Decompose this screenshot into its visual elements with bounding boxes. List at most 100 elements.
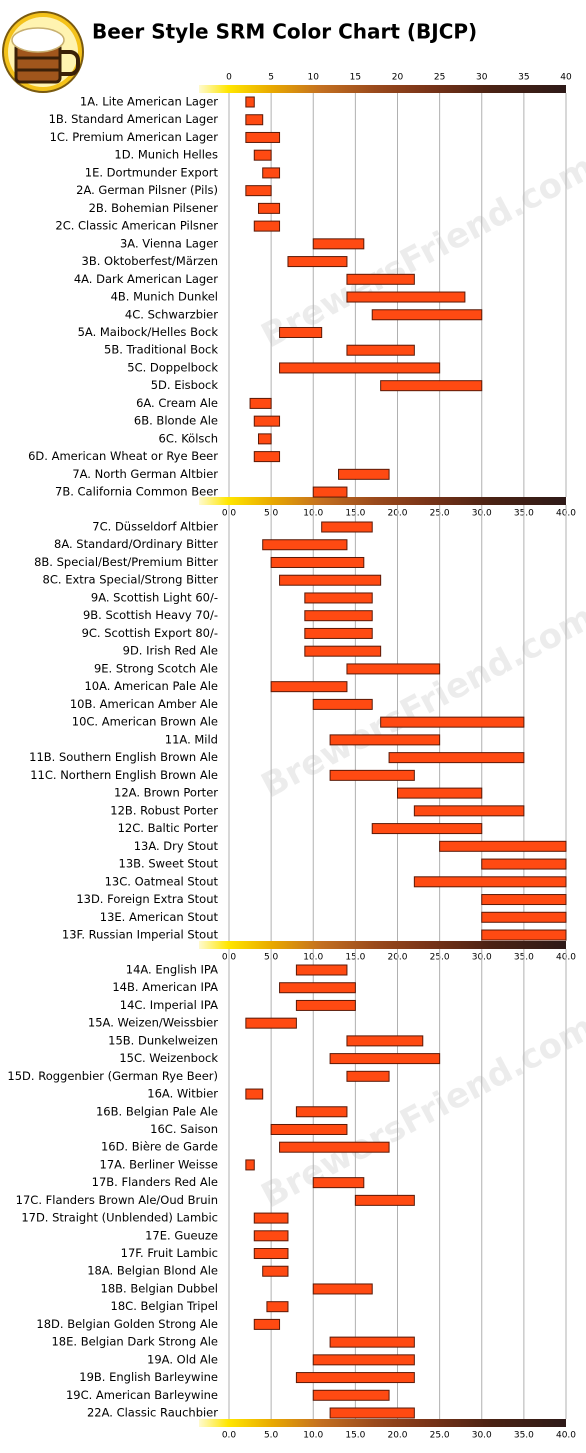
x-tick-label: 35.0 (514, 1431, 534, 1441)
color-scale (199, 85, 566, 93)
category-label: 8A. Standard/Ordinary Bitter (54, 537, 218, 551)
range-bar (245, 185, 272, 197)
color-scale (199, 941, 566, 949)
range-bar (388, 752, 525, 764)
category-label: 16D. Bière de Garde (101, 1140, 218, 1154)
category-label: 9E. Strong Scotch Ale (94, 661, 218, 675)
category-label: 19A. Old Ale (147, 1352, 218, 1366)
range-bar (245, 131, 281, 143)
category-label: 1D. Munich Helles (114, 148, 218, 162)
x-tick-label: 30 (476, 73, 488, 83)
range-bar (481, 894, 567, 906)
range-bar (346, 273, 415, 285)
range-bar (262, 539, 348, 551)
category-label: 3A. Vienna Lager (120, 236, 218, 250)
range-bar (346, 1070, 390, 1082)
range-bar (304, 645, 382, 657)
category-label: 10B. American Amber Ale (70, 697, 218, 711)
category-label: 5D. Eisbock (151, 378, 219, 392)
category-label: 1E. Dortmunder Export (85, 165, 219, 179)
logo (2, 11, 84, 93)
category-label: 3B. Oktoberfest/Märzen (82, 254, 218, 268)
category-label: 6A. Cream Ale (136, 396, 218, 410)
range-bar (266, 1301, 289, 1313)
category-label: 14A. English IPA (126, 963, 218, 977)
category-label: 13A. Dry Stout (134, 839, 219, 853)
range-bar (295, 1106, 348, 1118)
x-tick-label: 5 (268, 73, 274, 83)
category-label: 18C. Belgian Tripel (111, 1299, 218, 1313)
category-label: 15B. Dunkelweizen (108, 1033, 218, 1047)
range-bar (312, 1177, 365, 1189)
x-tick-label: 40 (560, 73, 572, 83)
category-label: 9A. Scottish Light 60/- (91, 590, 218, 604)
x-tick-label: 25 (434, 73, 445, 83)
x-tick-label: 10 (308, 73, 320, 83)
range-bar (338, 468, 390, 480)
category-label: 13E. American Stout (100, 910, 219, 924)
x-tick-label: 0.0 (222, 1431, 237, 1441)
category-label: 12A. Brown Porter (114, 786, 218, 800)
category-label: 18D. Belgian Golden Strong Ale (36, 1317, 218, 1331)
category-label: 11B. Southern English Brown Ale (29, 750, 218, 764)
category-label: 8C. Extra Special/Strong Bitter (43, 573, 219, 587)
color-scale (199, 497, 566, 505)
range-bar (295, 964, 348, 976)
watermark: BrewersFriend.com (255, 147, 586, 356)
x-tick-label: 0 (226, 73, 232, 83)
category-label: 2A. German Pilsner (Pils) (76, 183, 218, 197)
category-label: 11A. Mild (165, 732, 218, 746)
category-label: 9C. Scottish Export 80/- (82, 626, 218, 640)
range-bar (270, 681, 348, 693)
range-bar (304, 610, 373, 622)
category-label: 2B. Bohemian Pilsener (89, 201, 219, 215)
range-bar (413, 805, 525, 817)
range-bar (397, 787, 483, 799)
category-label: 6B. Blonde Ale (134, 414, 218, 428)
range-bar (321, 521, 373, 533)
category-label: 16C. Saison (150, 1122, 218, 1136)
category-label: 14C. Imperial IPA (120, 998, 218, 1012)
range-bar (380, 716, 525, 728)
range-bar (329, 769, 415, 781)
x-tick-label: 15.0 (345, 1431, 365, 1441)
range-bar (253, 451, 281, 463)
category-label: 17A. Berliner Weisse (100, 1157, 218, 1171)
x-tick-label: 25.0 (430, 1431, 450, 1441)
range-bar (245, 96, 255, 108)
category-label: 13B. Sweet Stout (119, 857, 219, 871)
range-bar (346, 344, 415, 356)
range-bar (346, 663, 441, 675)
range-bar (413, 876, 567, 888)
range-bar (304, 627, 373, 639)
range-bar (253, 1318, 281, 1330)
x-tick-label: 5.0 (264, 1431, 279, 1441)
category-label: 10C. American Brown Ale (72, 715, 218, 729)
category-label: 18A. Belgian Blond Ale (87, 1264, 218, 1278)
range-bar (253, 1212, 289, 1224)
category-label: 19C. American Barleywine (66, 1388, 218, 1402)
category-label: 22A. Classic Rauchbier (87, 1406, 218, 1420)
category-label: 17C. Flanders Brown Ale/Oud Bruin (16, 1193, 218, 1207)
range-bar (262, 167, 281, 179)
category-label: 7C. Düsseldorf Altbier (92, 520, 218, 534)
category-label: 12B. Robust Porter (110, 803, 218, 817)
category-label: 1C. Premium American Lager (50, 130, 219, 144)
range-bar (270, 1123, 348, 1135)
category-label: 5C. Doppelbock (127, 360, 218, 374)
x-tick-label: 15 (350, 73, 361, 83)
range-bar (380, 380, 483, 392)
category-label: 17B. Flanders Red Ale (92, 1175, 218, 1189)
range-bar (245, 114, 264, 126)
range-bar (481, 911, 567, 923)
range-bar (481, 858, 567, 870)
category-label: 10A. American Pale Ale (84, 679, 218, 693)
category-label: 5A. Maibock/Helles Bock (78, 325, 219, 339)
range-bar (329, 1053, 441, 1065)
category-label: 14B. American IPA (112, 980, 218, 994)
category-label: 17E. Gueuze (145, 1228, 218, 1242)
range-bar (257, 202, 281, 214)
category-label: 9D. Irish Red Ale (123, 644, 218, 658)
